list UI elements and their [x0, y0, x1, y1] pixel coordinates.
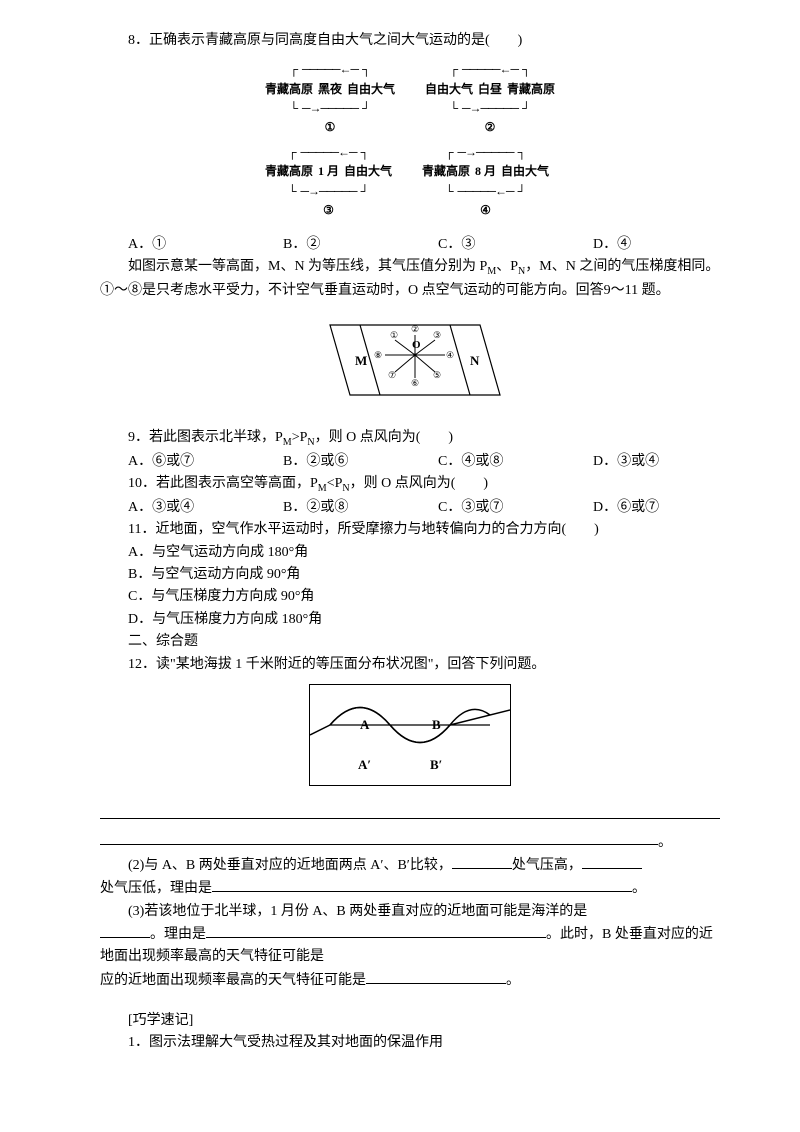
q12-part2: (2)与 A、B 两处垂直对应的近地面两点 A′、B′比较，处气压高， [100, 854, 720, 877]
q12-diagram: A B A′ B′ [100, 684, 720, 793]
svg-text:⑥: ⑥ [411, 378, 419, 388]
q11-opt-a: A．与空气运动方向成 180°角 [100, 542, 720, 564]
q12-part3-line3: 应的近地面出现频率最高的天气特征可能是。 [100, 969, 720, 992]
cycle-box-1: ┌─────←─┐ 青藏高原 黑夜 自由大气 └─→─────┘ ① [265, 60, 395, 137]
q10-opt-a: A．③或④ [100, 497, 255, 519]
q11-opt-d: D．与气压梯度力方向成 180°角 [100, 609, 720, 631]
cycle-box-4: ┌─→─────┐ 青藏高原 8 月 自由大气 └─────←─┘ ④ [422, 143, 549, 220]
svg-text:①: ① [390, 330, 398, 340]
q10-opt-d: D．⑥或⑦ [565, 497, 720, 519]
q9-opt-b: B．②或⑥ [255, 451, 410, 473]
q12-blank-line-1 [100, 801, 720, 827]
q10-opt-c: C．③或⑦ [410, 497, 565, 519]
svg-text:②: ② [411, 324, 419, 334]
q10-opt-b: B．②或⑧ [255, 497, 410, 519]
q8-options: A．① B．② C．③ D．④ [100, 234, 720, 256]
q12-part3: (3)若该地位于北半球，1 月份 A、B 两处垂直对应的近地面可能是海洋的是 [100, 901, 720, 923]
cycle-box-3: ┌─────←─┐ 青藏高原 1 月 自由大气 └─→─────┘ ③ [265, 143, 392, 220]
svg-text:⑦: ⑦ [388, 370, 396, 380]
q8-opt-c: C．③ [410, 234, 565, 256]
svg-text:O: O [412, 339, 421, 351]
svg-text:③: ③ [433, 330, 441, 340]
q8-opt-d: D．④ [565, 234, 720, 256]
q10-options: A．③或④ B．②或⑧ C．③或⑦ D．⑥或⑦ [100, 497, 720, 519]
footer-hint-1: 1．图示法理解大气受热过程及其对地面的保温作用 [100, 1032, 720, 1054]
cycle-box-2: ┌─────←─┐ 自由大气 白昼 青藏高原 └─→─────┘ ② [425, 60, 555, 137]
svg-text:M: M [355, 353, 367, 368]
diagram-mon: M N O ① ② ③④ ⑤ ⑥ ⑦⑧ [100, 310, 720, 418]
q11-opt-c: C．与气压梯度力方向成 90°角 [100, 586, 720, 608]
q9-opt-c: C．④或⑧ [410, 451, 565, 473]
q10-text: 10．若此图表示高空等高面，PM<PN，则 O 点风向为( ) [100, 473, 720, 497]
footer-hint-title: [巧学速记] [100, 1010, 720, 1032]
q9-opt-d: D．③或④ [565, 451, 720, 473]
q12-blank-line-2: 。 [100, 828, 720, 854]
q12-text: 12．读"某地海拔 1 千米附近的等压面分布状况图"，回答下列问题。 [100, 654, 720, 676]
section-2-heading: 二、综合题 [100, 631, 720, 653]
q12-part2-line2: 处气压低，理由是。 [100, 877, 720, 900]
q8-opt-b: B．② [255, 234, 410, 256]
q11-opt-b: B．与空气运动方向成 90°角 [100, 564, 720, 586]
q9-text: 9．若此图表示北半球，PM>PN，则 O 点风向为( ) [100, 427, 720, 451]
svg-text:⑧: ⑧ [374, 350, 382, 360]
q8-text: 8．正确表示青藏高原与同高度自由大气之间大气运动的是( ) [100, 30, 720, 52]
svg-text:N: N [470, 353, 480, 368]
svg-text:④: ④ [446, 350, 454, 360]
q9-opt-a: A．⑥或⑦ [100, 451, 255, 473]
q9-options: A．⑥或⑦ B．②或⑥ C．④或⑧ D．③或④ [100, 451, 720, 473]
q8-opt-a: A．① [100, 234, 255, 256]
q11-text: 11．近地面，空气作水平运动时，所受摩擦力与地转偏向力的合力方向( ) [100, 519, 720, 541]
q12-part3-line2: 。理由是。此时，B 处垂直对应的近地面出现频率最高的天气特征可能是 [100, 923, 720, 969]
intro-9-11: 如图示意某一等高面，M、N 为等压线，其气压值分别为 PM、PN，M、N 之间的… [100, 256, 720, 302]
q8-diagram: ┌─────←─┐ 青藏高原 黑夜 自由大气 └─→─────┘ ① ┌────… [100, 60, 720, 226]
svg-text:⑤: ⑤ [433, 370, 441, 380]
